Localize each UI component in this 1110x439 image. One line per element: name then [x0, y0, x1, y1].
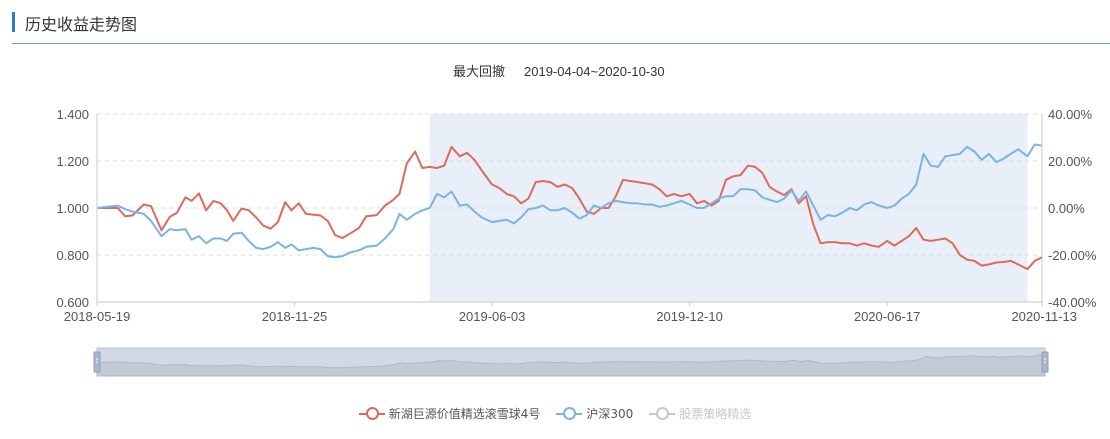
x-tick-label: 2019-06-03 [459, 309, 526, 324]
chart-subtitle-label: 最大回撤 [453, 64, 505, 80]
legend-item-2[interactable]: 股票策略精选 [649, 405, 751, 422]
legend-label: 新湖巨源价值精选滚雪球4号 [388, 407, 541, 421]
y-right-tick-label: -40.00% [1048, 295, 1097, 310]
chart-subtitle-range: 2019-04-04~2020-10-30 [524, 64, 665, 79]
x-tick-label: 2020-06-17 [854, 309, 921, 324]
y-right-tick-label: 40.00% [1048, 107, 1093, 122]
y-left-tick-label: 0.600 [56, 295, 89, 310]
return-trend-chart: 0.600 -40.00% 0.800 -20.00% 1.000 0.00% 1.200 2… [56, 64, 1097, 377]
chart-legend: 新湖巨源价值精选滚雪球4号 沪深300 股票策略精选 [0, 405, 1110, 423]
axes: 0.600 -40.00% 0.800 -20.00% 1.000 0.00% 1.200 2… [56, 107, 1096, 324]
legend-marker-icon [358, 406, 385, 420]
x-tick-label: 2018-05-19 [64, 309, 131, 324]
y-right-tick-label: 0.00% [1048, 201, 1085, 216]
y-left-tick-label: 0.800 [56, 248, 89, 263]
x-tick-label: 2020-11-13 [1011, 309, 1077, 324]
legend-item-0[interactable]: 新湖巨源价值精选滚雪球4号 [358, 405, 541, 422]
legend-label: 股票策略精选 [679, 407, 752, 421]
y-right-tick-label: 20.00% [1048, 154, 1093, 169]
series-line-1 [96, 143, 1043, 259]
y-left-tick-label: 1.000 [56, 201, 89, 216]
data-zoom-slider[interactable] [93, 347, 1049, 377]
y-right-tick-label: -20.00% [1048, 248, 1097, 263]
series-line-0 [97, 145, 1043, 271]
header-underline [12, 43, 1110, 44]
series-lines [96, 143, 1043, 271]
x-tick-label: 2019-12-10 [656, 309, 723, 324]
legend-marker-icon [556, 406, 583, 420]
legend-item-1[interactable]: 沪深300 [556, 405, 633, 422]
section-header: 历史收益走势图 [12, 8, 1110, 44]
section-title: 历史收益走势图 [25, 15, 138, 34]
y-left-tick-label: 1.400 [56, 107, 89, 122]
x-tick-label: 2018-11-25 [262, 309, 328, 324]
legend-label: 沪深300 [586, 407, 634, 421]
y-left-tick-label: 1.200 [56, 154, 89, 169]
legend-marker-icon [649, 406, 676, 420]
header-accent-bar [12, 12, 15, 32]
zoom-mini-area [96, 354, 1046, 377]
